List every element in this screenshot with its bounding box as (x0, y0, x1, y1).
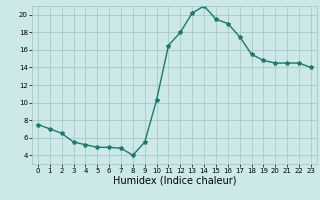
X-axis label: Humidex (Indice chaleur): Humidex (Indice chaleur) (113, 176, 236, 186)
